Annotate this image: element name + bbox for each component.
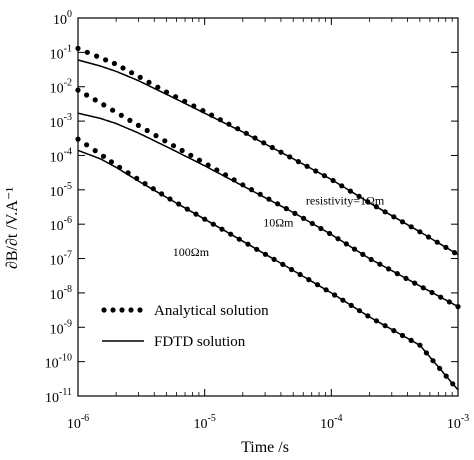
data-point	[84, 142, 90, 148]
data-point	[101, 102, 107, 108]
data-point	[118, 112, 124, 118]
data-point	[162, 138, 168, 144]
annotation-label: 100Ωm	[173, 245, 210, 259]
annotation-label: 10Ωm	[263, 216, 294, 230]
data-point	[155, 84, 161, 90]
y-tick-label: 10-1	[50, 43, 72, 62]
legend-dot	[128, 307, 134, 313]
data-point	[84, 92, 90, 98]
y-tick-label: 10-7	[50, 250, 72, 269]
legend-dot	[110, 307, 116, 313]
y-tick-label: 100	[53, 9, 72, 28]
legend-label: FDTD solution	[154, 334, 246, 350]
data-point	[179, 147, 185, 154]
legend-dot	[101, 307, 107, 313]
x-tick-label: 10-4	[320, 413, 342, 432]
data-point	[188, 152, 194, 158]
data-point	[196, 157, 203, 163]
data-point	[170, 143, 177, 149]
y-tick-label: 10-8	[50, 284, 72, 303]
x-axis-title: Time /s	[241, 439, 289, 456]
x-tick-label: 10-6	[67, 413, 89, 432]
legend-dot	[137, 307, 143, 313]
y-tick-label: 10-9	[50, 318, 72, 337]
legend-label: Analytical solution	[154, 303, 269, 319]
data-point	[120, 65, 126, 71]
legend-dot	[119, 307, 125, 313]
y-tick-label: 10-10	[45, 353, 72, 372]
y-tick-label: 10-3	[50, 112, 72, 131]
y-tick-label: 10-2	[50, 78, 72, 97]
data-point	[110, 107, 116, 113]
tick-labels: 10-6 10-5 10-4 10-3 100 10-1 10-2 10-3 10-4 10-5 1…	[45, 9, 470, 432]
x-tick-label: 10-5	[193, 413, 215, 432]
data-point	[137, 74, 143, 80]
y-tick-label: 10-5	[50, 181, 72, 200]
y-axis-title: ∂B/∂t /V.A⁻¹	[4, 187, 21, 269]
data-point	[94, 53, 100, 59]
data-point	[127, 117, 133, 123]
y-tick-label: 10-6	[50, 215, 72, 234]
legend: Analytical solution FDTD solution	[101, 303, 269, 350]
axis-ticks	[77, 17, 459, 397]
x-tick-label: 10-3	[447, 413, 469, 432]
data-point	[100, 153, 107, 159]
plot-series	[75, 45, 461, 391]
y-tick-label: 10-4	[50, 146, 72, 165]
y-tick-label: 10-11	[45, 387, 72, 406]
series-line-5	[77, 149, 459, 391]
data-point	[108, 159, 114, 165]
annotation-label: resistivity=1Ωm	[306, 193, 385, 207]
data-point	[129, 70, 135, 76]
annotations: resistivity=1Ωm 10Ωm 100Ωm	[173, 193, 385, 258]
plot-frame	[77, 17, 459, 397]
data-point	[144, 127, 150, 134]
data-point	[153, 133, 159, 139]
data-point	[146, 79, 152, 85]
data-point	[103, 57, 109, 63]
series-line-1	[77, 59, 459, 256]
data-point	[84, 49, 90, 55]
series-line-3	[77, 112, 459, 308]
legend-item-analytical: Analytical solution	[101, 303, 269, 319]
data-point	[92, 97, 98, 103]
legend-item-fdtd: FDTD solution	[102, 334, 246, 350]
data-point	[111, 60, 117, 67]
data-point	[92, 148, 98, 154]
data-point	[135, 122, 141, 128]
